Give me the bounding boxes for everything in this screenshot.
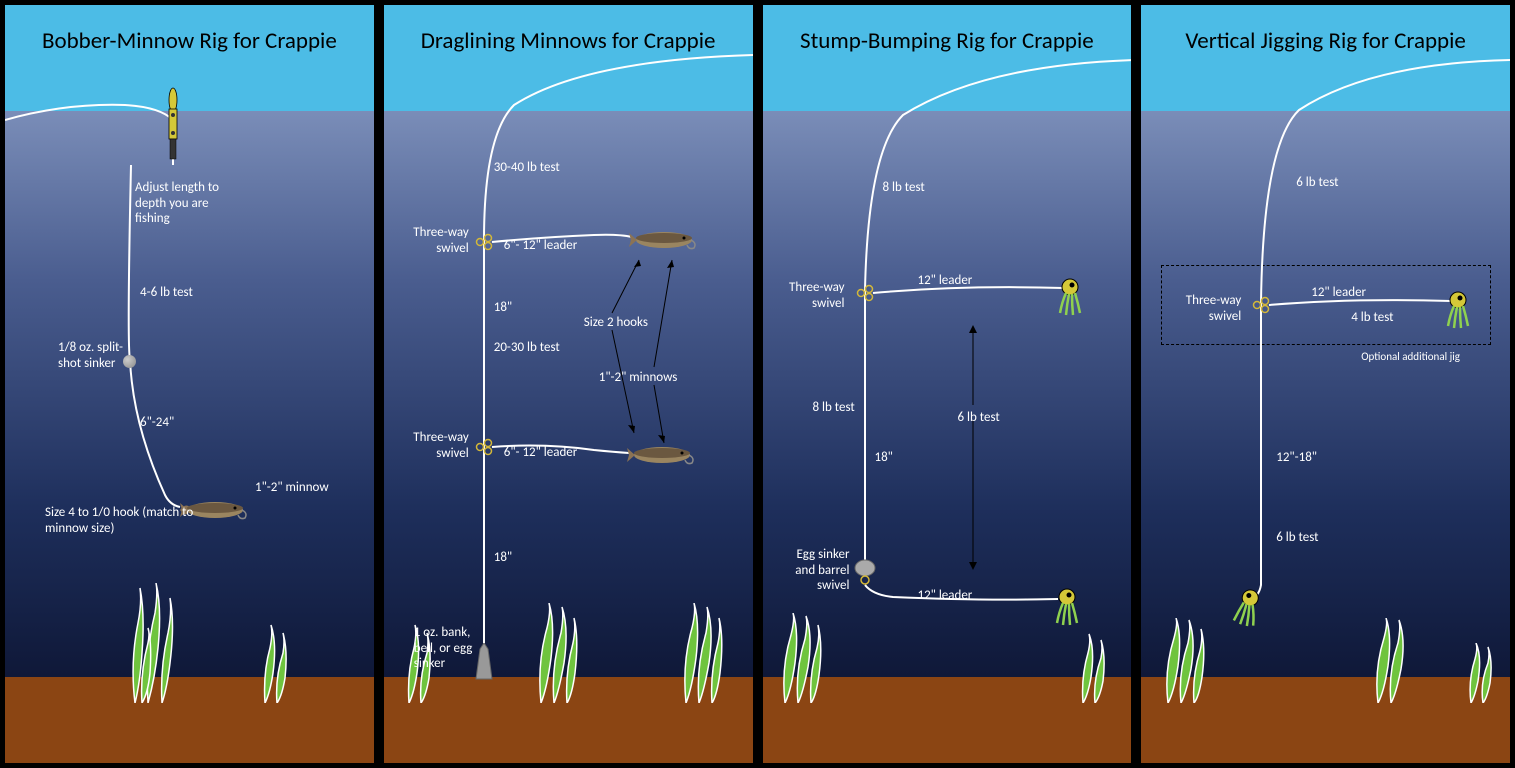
panel-stump-bumping: Stump-Bumping Rig for Crappie (762, 4, 1133, 764)
rig-label: Three-way swivel (399, 430, 469, 461)
panel-title: Vertical Jigging Rig for Crappie (1141, 27, 1510, 55)
plant-icon (255, 623, 305, 703)
rig-label: Optional additional jig (1361, 350, 1460, 363)
plant-icon (120, 583, 190, 703)
panel-vertical-jigging: Vertical Jigging Rig for Crappie 6 lb te… (1140, 4, 1511, 764)
panel-title: Draglining Minnows for Crappie (384, 27, 753, 55)
rig-label: 20-30 lb test (494, 340, 560, 356)
rig-label: 1"-2" minnow (255, 480, 329, 496)
rig-label: 18" (875, 450, 893, 466)
plant-icon (773, 613, 833, 703)
plant-icon (529, 603, 589, 703)
minnow-icon (629, 225, 699, 255)
rig-line (1141, 5, 1511, 725)
rig-label: 18" (494, 550, 512, 566)
plant-icon (1073, 633, 1123, 703)
panel-bobber-minnow: Bobber-Minnow Rig for Crappie Adjust len… (4, 4, 375, 764)
panel-title: Stump-Bumping Rig for Crappie (763, 27, 1132, 55)
rig-label: Egg sinker and barrel swivel (775, 547, 850, 594)
jig-icon (1058, 277, 1098, 317)
rig-label: 12" leader (918, 273, 973, 289)
plant-icon (1366, 618, 1421, 703)
plant-icon (674, 603, 734, 703)
rig-label: 12"-18" (1276, 450, 1317, 466)
rig-label: 6 lb test (1296, 175, 1338, 191)
rig-label: 12" leader (1311, 285, 1366, 301)
swivel-icon (474, 437, 494, 457)
rig-label: Three-way swivel (1171, 293, 1241, 324)
rig-label: 30-40 lb test (494, 160, 560, 176)
rig-label: 6"- 12" leader (504, 445, 578, 461)
rig-label: 1 oz. bank, bell, or egg sinker (414, 625, 494, 672)
jig-icon (1446, 290, 1486, 330)
plant-icon (1461, 643, 1506, 703)
rig-label: 8 lb test (883, 180, 925, 196)
jig-icon (1055, 587, 1095, 627)
swivel-icon (855, 283, 875, 303)
rig-label: 1"-2" minnows (599, 370, 678, 386)
rig-label: Three-way swivel (775, 280, 845, 311)
minnow-icon (627, 440, 697, 470)
rig-label: Three-way swivel (399, 225, 469, 256)
swivel-icon (474, 232, 494, 252)
plant-icon (1156, 618, 1211, 703)
rig-label: 6"- 12" leader (504, 238, 578, 254)
swivel-icon (1251, 295, 1271, 315)
panel-draglining: Draglining Minnows for Crappie (383, 4, 754, 764)
rig-label: 12" leader (918, 588, 973, 604)
rig-label: 8 lb test (813, 400, 855, 416)
rig-label: 4-6 lb test (140, 285, 193, 301)
egg-sinker-icon (853, 558, 877, 588)
rig-label: 4 lb test (1351, 310, 1393, 326)
rig-label: 1/8 oz. split-shot sinker (58, 340, 128, 371)
rig-label: 6"-24" (140, 415, 174, 431)
rig-label: 6 lb test (1276, 530, 1318, 546)
panel-title: Bobber-Minnow Rig for Crappie (5, 27, 374, 55)
rig-label: 18" (494, 300, 512, 316)
rig-label: 6 lb test (958, 410, 1000, 426)
bobber-icon (158, 85, 188, 165)
rig-label: Size 4 to 1/0 hook (match to minnow size… (45, 505, 200, 536)
rig-label: Adjust length to depth you are fishing (135, 180, 225, 227)
rig-label: Size 2 hooks (584, 315, 648, 331)
